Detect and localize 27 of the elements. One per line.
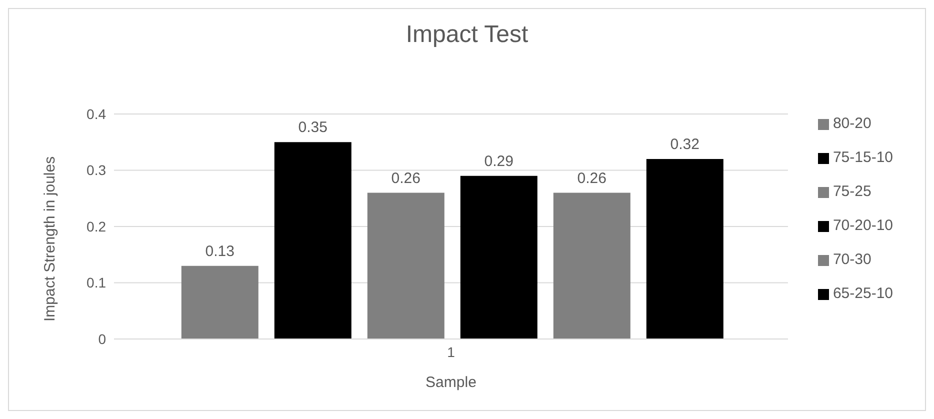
legend-label: 70-30	[832, 251, 872, 268]
y-tick-label: 0	[98, 330, 106, 347]
bar	[553, 192, 630, 339]
bar	[646, 159, 724, 339]
y-tick-label: 0.3	[86, 162, 106, 178]
y-tick-label: 0.2	[86, 218, 106, 234]
data-label: 0.35	[298, 119, 328, 136]
bar	[460, 176, 538, 339]
y-axis-title: Impact Strength in joules	[41, 156, 58, 322]
y-tick-label: 0.4	[86, 106, 106, 122]
legend-label: 70-20-10	[832, 217, 893, 234]
legend-label: 75-25	[832, 183, 872, 200]
y-tick-label: 0.1	[86, 274, 106, 291]
data-label: 0.13	[205, 242, 234, 260]
data-label: 0.26	[391, 170, 420, 187]
chart-title: Impact Test	[404, 21, 530, 49]
bar	[181, 266, 258, 339]
bar	[367, 192, 444, 339]
data-label: 0.26	[577, 170, 606, 187]
data-label: 0.29	[484, 152, 514, 170]
legend-label: 75-15-10	[832, 149, 893, 166]
x-tick-label: 1	[447, 344, 456, 360]
bar	[274, 142, 352, 339]
x-axis-title: Sample	[426, 374, 476, 391]
data-label: 0.32	[670, 136, 700, 153]
legend-label: 65-25-10	[832, 285, 893, 302]
legend-label: 80-20	[832, 115, 872, 132]
